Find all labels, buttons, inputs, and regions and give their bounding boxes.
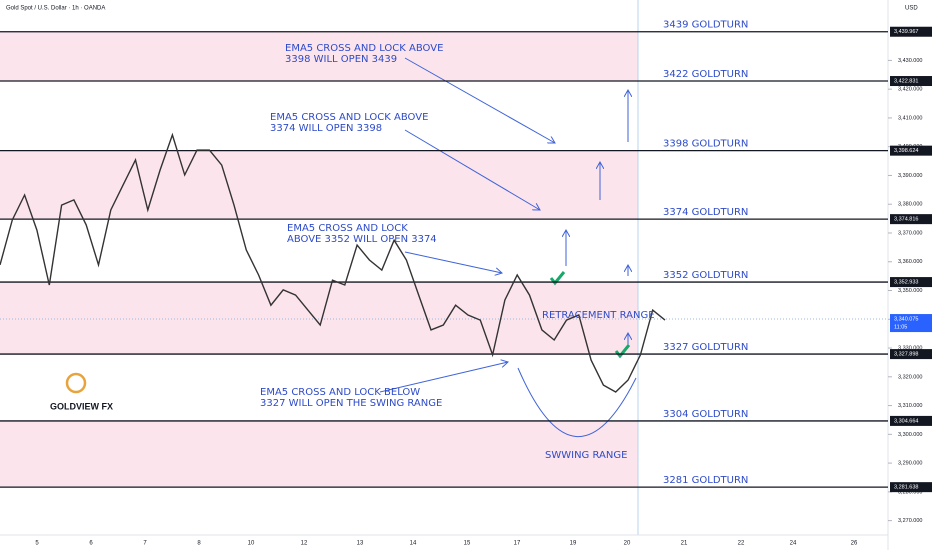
y-tick-label: 3,410.000	[898, 115, 922, 121]
price-label: 3,352.933	[894, 280, 918, 286]
y-tick-label: 3,380.000	[898, 202, 922, 208]
y-tick-label: 3,370.000	[898, 230, 922, 236]
price-label: 3,327.898	[894, 352, 918, 358]
x-tick-label: 21	[681, 541, 688, 547]
annotation: EMA5 CROSS AND LOCK ABOVE	[270, 112, 428, 123]
level-name: 3374 GOLDTURN	[663, 207, 748, 218]
y-tick-label: 3,420.000	[898, 87, 922, 93]
brand: GOLDVIEW FX	[50, 401, 113, 411]
price-label: 3,374.816	[894, 217, 918, 223]
x-tick-label: 22	[738, 541, 745, 547]
countdown: 11:05	[894, 325, 907, 331]
price-box	[890, 415, 932, 426]
y-tick-label: 3,330.000	[898, 345, 922, 351]
y-tick-label: 3,300.000	[898, 432, 922, 438]
y-tick-label: 3,310.000	[898, 403, 922, 409]
arrows	[379, 57, 637, 437]
level-name: 3352 GOLDTURN	[663, 270, 748, 281]
current-label: 3,340.075	[894, 317, 918, 323]
price-label: 3,281.638	[894, 485, 918, 491]
x-tick-label: 12	[301, 541, 308, 547]
retracement-label: RETRACEMENT RANGE	[542, 310, 655, 321]
zone	[0, 420, 638, 488]
current-box	[890, 314, 932, 333]
x-tick-label: 19	[570, 541, 577, 547]
x-tick-label: 7	[143, 541, 147, 547]
price-box	[890, 277, 932, 288]
y-tick-label: 3,360.000	[898, 259, 922, 265]
y-tick-label: 3,390.000	[898, 173, 922, 179]
annotation: EMA5 CROSS AND LOCK	[287, 223, 408, 234]
x-tick-label: 17	[514, 541, 521, 547]
y-tick-label: 3,280.000	[898, 489, 922, 495]
level-name: 3422 GOLDTURN	[663, 69, 748, 80]
price-box	[890, 214, 932, 225]
annotation: 3398 WILL OPEN 3439	[285, 54, 397, 65]
price-box	[890, 145, 932, 156]
y-tick-label: 3,270.000	[898, 518, 922, 524]
y-tick-label: 3,320.000	[898, 374, 922, 380]
level-name: 3327 GOLDTURN	[663, 342, 748, 353]
price-label: 3,398.624	[894, 148, 918, 154]
zone	[0, 150, 638, 220]
x-tick-label: 10	[248, 541, 255, 547]
swing-label: SWWING RANGE	[545, 450, 627, 461]
annotation: 3374 WILL OPEN 3398	[270, 123, 382, 134]
y-tick-label: 3,290.000	[898, 461, 922, 467]
x-tick-label: 8	[197, 541, 201, 547]
x-tick-label: 13	[357, 541, 364, 547]
x-tick-label: 20	[624, 541, 631, 547]
x-tick-label: 6	[89, 541, 93, 547]
x-tick-label: 14	[410, 541, 417, 547]
annotation: EMA5 CROSS AND LOCK BELOW	[260, 387, 420, 398]
level-name: 3304 GOLDTURN	[663, 409, 748, 420]
level-name: 3281 GOLDTURN	[663, 475, 748, 486]
price-label: 3,304.664	[894, 418, 918, 424]
x-tick-label: 24	[790, 541, 797, 547]
x-tick-label: 26	[851, 541, 858, 547]
price-box	[890, 26, 932, 37]
zone	[0, 282, 638, 355]
header-title: Gold Spot / U.S. Dollar · 1h · OANDA	[6, 6, 105, 12]
price-label: 3,439.967	[894, 29, 918, 35]
currency: USD	[905, 6, 918, 12]
y-tick-label: 3,350.000	[898, 288, 922, 294]
x-tick-label: 15	[464, 541, 471, 547]
logo: GOLDVIEW FX	[50, 372, 113, 411]
price-label: 3,422.831	[894, 78, 918, 84]
level-name: 3398 GOLDTURN	[663, 139, 748, 150]
price-box	[890, 349, 932, 360]
annotation: ABOVE 3352 WILL OPEN 3374	[287, 234, 437, 245]
price-box	[890, 482, 932, 493]
price-box	[890, 76, 932, 87]
x-tick-label: 5	[35, 541, 39, 547]
price-line	[0, 132, 666, 393]
y-tick-label: 3,430.000	[898, 58, 922, 64]
level-name: 3439 GOLDTURN	[663, 20, 748, 31]
annotation: 3327 WILL OPEN THE SWING RANGE	[260, 398, 442, 409]
zone	[0, 31, 638, 82]
annotation: EMA5 CROSS AND LOCK ABOVE	[285, 43, 443, 54]
